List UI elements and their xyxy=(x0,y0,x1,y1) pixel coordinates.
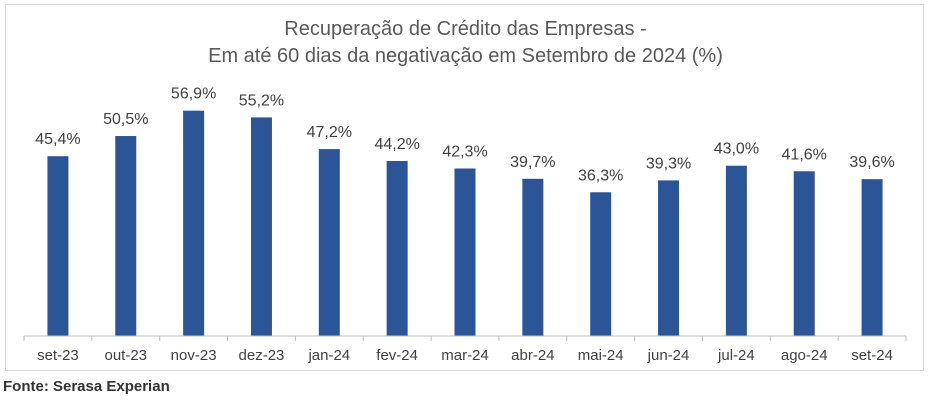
x-tick-label: jul-24 xyxy=(717,347,755,364)
data-label: 47,2% xyxy=(307,124,352,141)
bar xyxy=(115,136,137,336)
x-tick-label: dez-23 xyxy=(239,347,285,364)
data-label: 50,5% xyxy=(103,111,148,128)
data-label: 36,3% xyxy=(578,167,623,184)
x-tick-label: fev-24 xyxy=(376,347,418,364)
bar-chart: 45,4% set-23 50,5% out-23 56,9% nov-23 55,2% de… xyxy=(23,86,907,364)
x-tick-label: jun-24 xyxy=(647,347,690,364)
data-label: 39,6% xyxy=(849,154,894,171)
chart-title-line-2: Em até 60 dias da negativação em Setembr… xyxy=(208,45,723,67)
bar xyxy=(183,110,205,337)
bar xyxy=(318,149,340,336)
x-tick-label: set-24 xyxy=(851,347,893,364)
x-tick-label: set-23 xyxy=(37,347,79,364)
bar xyxy=(47,156,69,336)
data-label: 41,6% xyxy=(782,146,827,163)
data-label: 44,2% xyxy=(374,136,419,153)
x-tick-label: mar-24 xyxy=(441,347,489,364)
data-label: 55,2% xyxy=(239,92,284,109)
source-note: Fonte: Serasa Experian xyxy=(3,378,170,395)
data-label: 39,3% xyxy=(646,155,691,172)
data-label: 42,3% xyxy=(442,143,487,160)
x-tick-label: out-23 xyxy=(104,347,147,364)
x-tick-label: abr-24 xyxy=(511,347,554,364)
data-label: 43,0% xyxy=(714,141,759,158)
bar xyxy=(590,192,612,336)
bar xyxy=(725,165,747,336)
data-label: 56,9% xyxy=(171,86,216,103)
bar xyxy=(454,168,476,336)
bar xyxy=(250,117,272,337)
chart-title-line-1: Recuperação de Crédito das Empresas - xyxy=(284,18,647,40)
bar xyxy=(861,179,883,336)
bar xyxy=(658,180,680,336)
x-tick-label: nov-23 xyxy=(171,347,217,364)
bar xyxy=(386,160,408,336)
data-label: 39,7% xyxy=(510,154,555,171)
bar xyxy=(522,178,544,336)
bar xyxy=(793,171,815,336)
x-tick-label: jan-24 xyxy=(307,347,350,364)
x-tick-label: mai-24 xyxy=(578,347,624,364)
x-tick-label: ago-24 xyxy=(781,347,828,364)
chart-title: Recuperação de Crédito das Empresas - Em… xyxy=(0,16,931,70)
data-label: 45,4% xyxy=(35,131,80,148)
